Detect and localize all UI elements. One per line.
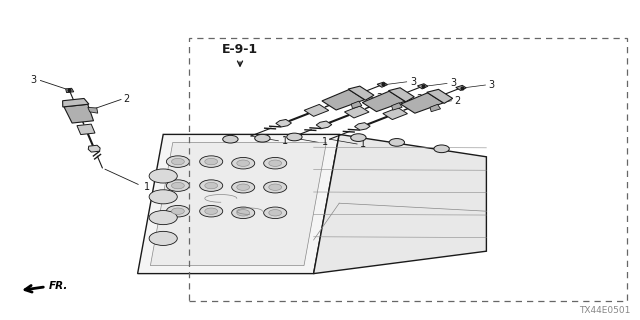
Circle shape (232, 207, 255, 219)
Circle shape (269, 184, 282, 190)
Circle shape (166, 205, 189, 217)
Circle shape (287, 133, 302, 141)
Polygon shape (383, 108, 408, 120)
Circle shape (237, 210, 250, 216)
Polygon shape (77, 124, 95, 135)
Circle shape (200, 205, 223, 217)
Polygon shape (401, 93, 444, 113)
Circle shape (351, 134, 366, 141)
Circle shape (389, 139, 404, 146)
Text: 2: 2 (376, 92, 382, 103)
Polygon shape (377, 82, 387, 87)
Text: 1: 1 (282, 136, 288, 146)
Circle shape (237, 184, 250, 190)
Circle shape (172, 208, 184, 214)
Polygon shape (276, 119, 291, 127)
Circle shape (149, 231, 177, 245)
Circle shape (149, 169, 177, 183)
Text: 1: 1 (144, 181, 150, 192)
Text: 2: 2 (454, 96, 461, 106)
Polygon shape (362, 91, 405, 112)
Circle shape (232, 181, 255, 193)
Polygon shape (314, 134, 486, 274)
Circle shape (434, 145, 449, 153)
Polygon shape (138, 134, 339, 274)
Circle shape (223, 135, 238, 143)
Text: FR.: FR. (49, 281, 68, 292)
Polygon shape (456, 85, 466, 91)
Polygon shape (344, 106, 369, 118)
Polygon shape (417, 84, 428, 89)
Text: E-9-1: E-9-1 (222, 43, 258, 56)
Circle shape (255, 134, 270, 142)
Circle shape (149, 190, 177, 204)
Polygon shape (150, 142, 326, 266)
Text: 2: 2 (416, 94, 422, 104)
Circle shape (200, 180, 223, 191)
Polygon shape (355, 123, 370, 130)
Circle shape (205, 182, 218, 189)
Circle shape (264, 207, 287, 219)
Circle shape (264, 157, 287, 169)
Circle shape (269, 210, 282, 216)
Circle shape (205, 208, 218, 214)
Polygon shape (63, 99, 89, 107)
Polygon shape (66, 88, 74, 92)
Polygon shape (304, 104, 329, 116)
Polygon shape (392, 103, 402, 110)
Circle shape (166, 156, 189, 167)
Circle shape (237, 160, 250, 166)
Polygon shape (427, 89, 452, 103)
Text: 1: 1 (360, 139, 367, 149)
Circle shape (172, 158, 184, 165)
Polygon shape (88, 145, 100, 152)
Circle shape (149, 211, 177, 225)
Circle shape (166, 180, 189, 191)
Circle shape (232, 157, 255, 169)
Text: 2: 2 (123, 94, 129, 104)
Text: 3: 3 (488, 80, 495, 90)
Text: 1: 1 (322, 137, 328, 148)
Circle shape (264, 181, 287, 193)
Circle shape (172, 182, 184, 189)
Polygon shape (348, 86, 374, 100)
Polygon shape (316, 121, 332, 129)
Polygon shape (351, 101, 362, 108)
Circle shape (269, 160, 282, 166)
Text: TX44E0501: TX44E0501 (579, 306, 630, 315)
Circle shape (205, 158, 218, 165)
Polygon shape (64, 104, 93, 123)
Polygon shape (88, 108, 98, 113)
Text: 3: 3 (410, 77, 416, 87)
Text: 3: 3 (30, 75, 36, 84)
Polygon shape (430, 104, 440, 112)
Circle shape (200, 156, 223, 167)
Bar (189, 38, 627, 301)
Text: 3: 3 (450, 78, 456, 88)
Polygon shape (388, 88, 414, 102)
Polygon shape (322, 90, 365, 110)
